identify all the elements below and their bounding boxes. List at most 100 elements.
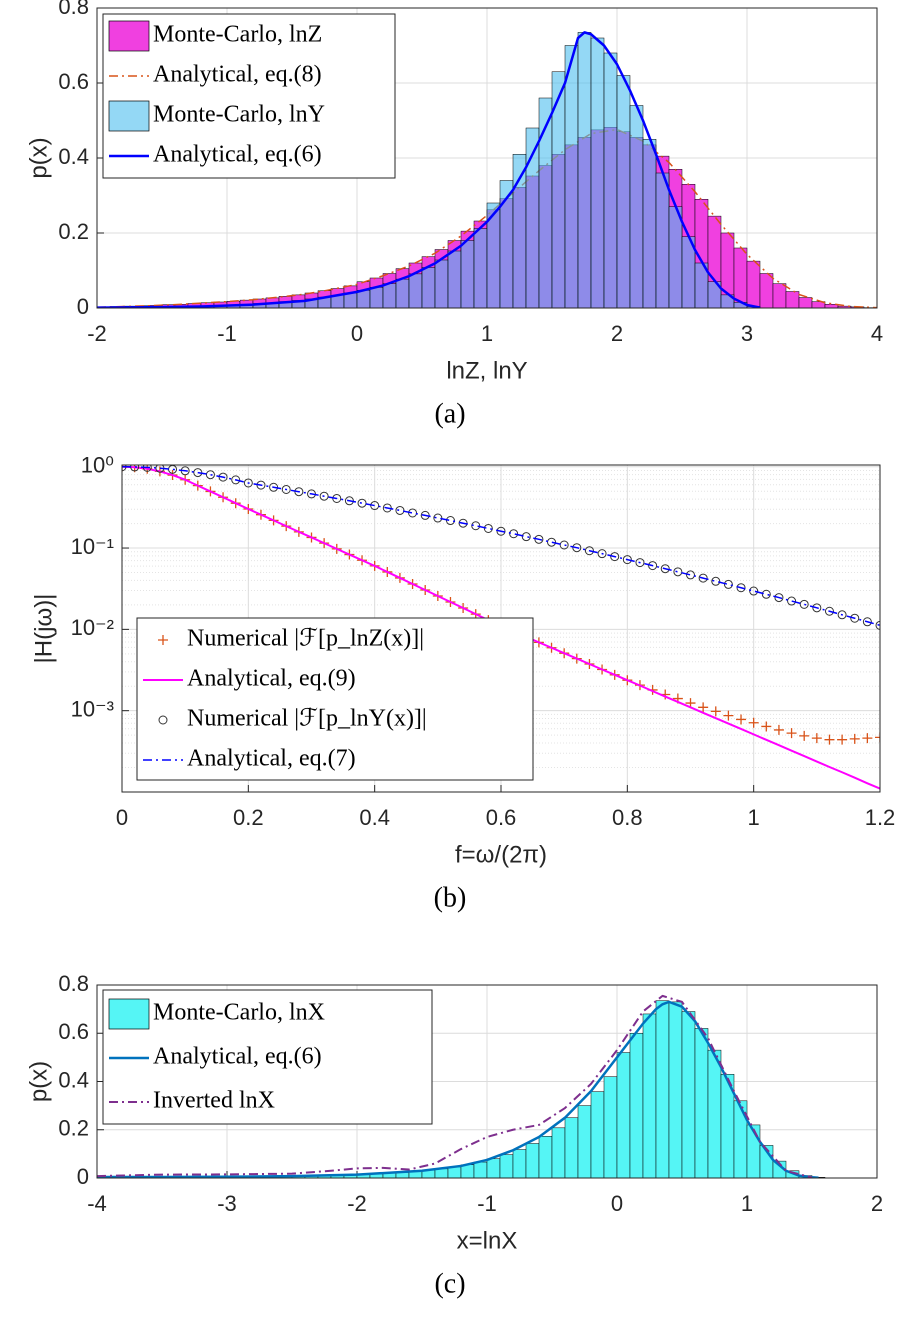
- histogram-bar: [629, 1033, 644, 1178]
- histogram-bar: [798, 297, 813, 308]
- histogram-bar: [668, 1001, 683, 1178]
- marker: [597, 549, 607, 559]
- legend-marker: [158, 715, 168, 725]
- chart: 0 0.2 0.4 0.6 0.8 1 1.2 10⁻³ 10⁻² 10⁻¹ 10⁰ f=ω/(2π)…: [30, 453, 895, 914]
- y-axis-label: p(x): [25, 137, 52, 178]
- chart: -4 -3 -2 -1 0 1 2 0 0.2 0.4 0.6 0.8 x=lnX p(x) (c) Mont…: [25, 971, 883, 1300]
- legend: Monte-Carlo, lnX Analytical, eq.(6) Invert…: [102, 989, 433, 1125]
- legend-label: Inverted lnX: [153, 1088, 275, 1114]
- y-tick-label: 10⁻²: [71, 615, 114, 640]
- marker: [559, 540, 569, 550]
- y-tick-label: 10⁰: [81, 453, 114, 478]
- histogram-bar: [434, 259, 449, 308]
- marker: [824, 734, 835, 745]
- y-tick-label: 0.8: [58, 971, 89, 996]
- histogram-bar: [577, 1105, 592, 1178]
- histogram-bar: [759, 273, 774, 308]
- marker: [723, 710, 734, 721]
- marker: [420, 510, 430, 520]
- axes-box: [121, 464, 881, 793]
- x-tick-label: 1.2: [865, 805, 896, 830]
- marker: [281, 484, 291, 494]
- marker: [774, 593, 784, 603]
- x-tick-label: 0.8: [612, 805, 643, 830]
- marker: [824, 606, 834, 616]
- x-tick-label: -2: [347, 1191, 367, 1216]
- histogram-bar: [369, 287, 384, 308]
- x-tick-label: 0: [116, 805, 128, 830]
- histogram-bar: [421, 267, 436, 308]
- histogram-bar: [499, 1154, 514, 1178]
- x-tick-label: 1: [741, 1191, 753, 1216]
- marker: [445, 516, 455, 526]
- marker: [723, 579, 733, 589]
- x-tick-label: -1: [217, 321, 237, 346]
- legend-label: Analytical, eq.(8): [153, 62, 322, 88]
- x-tick-label: 3: [741, 321, 753, 346]
- marker: [736, 583, 746, 593]
- legend-box: [102, 989, 433, 1125]
- y-tick-label: 0.2: [58, 1116, 89, 1141]
- y-tick-label: 10⁻¹: [71, 534, 114, 559]
- y-tick-label: 0.6: [58, 1019, 89, 1044]
- histogram-bar: [655, 172, 670, 308]
- legend: Numerical |ℱ[p_lnZ(x)]| Analytical, eq.(9…: [136, 617, 534, 781]
- caption: (a): [434, 398, 465, 429]
- y-tick-label: 10⁻³: [71, 696, 114, 721]
- histogram-bar: [785, 291, 800, 308]
- x-tick-label: -3: [217, 1191, 237, 1216]
- marker: [787, 596, 797, 606]
- histogram-bar: [642, 1013, 657, 1178]
- histogram-bar: [343, 292, 358, 308]
- legend-marker: [158, 635, 168, 645]
- y-tick-label: 0.6: [58, 69, 89, 94]
- marker: [673, 567, 683, 577]
- legend-label: Monte-Carlo, lnX: [153, 1000, 325, 1026]
- marker: [736, 714, 747, 725]
- marker: [811, 733, 822, 744]
- legend-label: Numerical |ℱ[p_lnY(x)]|: [187, 706, 427, 732]
- x-tick-label: 1: [748, 805, 760, 830]
- histogram-bar: [564, 45, 579, 308]
- marker: [382, 503, 392, 513]
- histogram-bar: [590, 37, 605, 308]
- x-tick-label: 2: [611, 321, 623, 346]
- x-tick-label: -1: [477, 1191, 497, 1216]
- legend: Monte-Carlo, lnZ Analytical, eq.(8) Monte-…: [102, 13, 396, 179]
- axes-box: [96, 7, 878, 309]
- legend-label: Analytical, eq.(9): [187, 666, 356, 692]
- x-tick-label: 2: [871, 1191, 883, 1216]
- marker: [610, 552, 620, 562]
- x-tick-label: 1: [481, 321, 493, 346]
- y-tick-label: 0: [77, 1164, 89, 1189]
- marker: [483, 523, 493, 533]
- legend-label: Monte-Carlo, lnZ: [153, 22, 322, 48]
- x-tick-label: 0: [611, 1191, 623, 1216]
- marker: [660, 564, 670, 574]
- line: [122, 465, 880, 627]
- legend-box: [136, 617, 534, 781]
- histogram-bar: [408, 273, 423, 308]
- histogram-bar: [395, 278, 410, 308]
- marker: [773, 724, 784, 735]
- legend-swatch: [108, 20, 150, 52]
- caption: (b): [434, 882, 467, 913]
- legend-label: Analytical, eq.(6): [153, 1044, 322, 1070]
- marker: [875, 620, 880, 630]
- histogram-bar: [590, 1091, 605, 1178]
- histogram-bar: [460, 240, 475, 308]
- marker: [521, 532, 531, 542]
- histogram-bar: [447, 1166, 462, 1178]
- x-tick-label: 4: [871, 321, 883, 346]
- marker: [433, 513, 443, 523]
- axes-box: [96, 984, 878, 1179]
- histogram-bar: [668, 206, 683, 308]
- x-axis-label: f=ω/(2π): [455, 841, 547, 868]
- caption: (c): [434, 1268, 465, 1299]
- histogram-bar: [486, 1158, 501, 1178]
- histogram-bar: [382, 283, 397, 308]
- marker: [496, 526, 506, 536]
- histogram-bar: [447, 250, 462, 308]
- y-axis-label: p(x): [25, 1061, 52, 1102]
- marker: [509, 529, 519, 539]
